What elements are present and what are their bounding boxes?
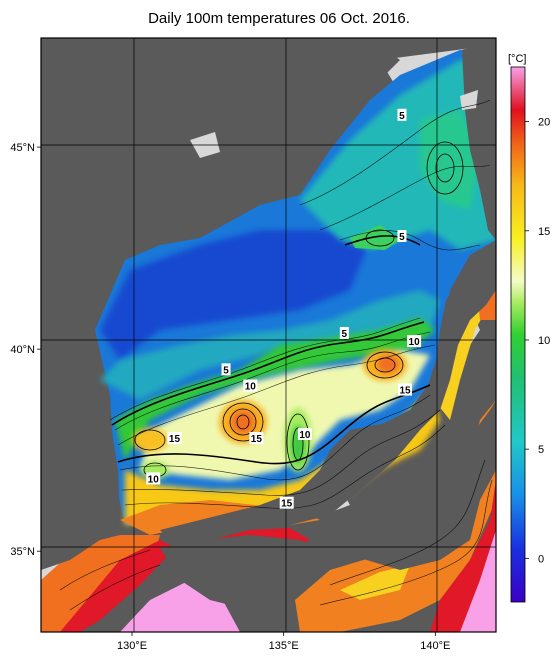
contour-label-text: 5: [399, 111, 405, 122]
x-tick-label: 135°E: [269, 640, 299, 652]
contour-label: 15: [398, 383, 412, 397]
contour-label-box: [146, 472, 161, 485]
contour-label: 5: [397, 108, 407, 122]
contour-label-text: 5: [223, 365, 229, 376]
map-title: Daily 100m temperatures 06 Oct. 2016.: [148, 10, 410, 27]
colorbar-unit: [°C]: [508, 53, 526, 65]
colorbar-ticks: 0 5 10 15 20: [525, 117, 550, 565]
x-tick-label: 130°E: [117, 640, 147, 652]
contour-label: 15: [249, 432, 264, 445]
contour-label-box: [243, 379, 258, 392]
contour-label-box: [279, 496, 294, 509]
contour-label: 10: [297, 428, 312, 441]
contour-label-box: [407, 335, 422, 348]
contour-label: 15: [279, 496, 294, 510]
y-tick-label: 40°N: [10, 344, 35, 356]
contour-label-text: 15: [251, 434, 263, 445]
contour-labels: 5 5 5 5 10 10 15 15 15 10 10 15: [146, 108, 422, 510]
contour-label: 5: [339, 326, 349, 340]
contour-label-text: 10: [299, 430, 311, 441]
contour-label-text: 5: [342, 329, 348, 340]
contour-label-box: [297, 428, 312, 440]
colorbar-tick-label: 20: [538, 117, 550, 129]
y-tick-label: 45°N: [10, 142, 35, 154]
contour-label-box: [167, 432, 182, 445]
contour-label: 15: [167, 432, 182, 445]
contour-lines-major: [111, 235, 431, 465]
contour-label-box: [398, 383, 412, 396]
contour-label: 10: [243, 379, 258, 393]
contour-label: 5: [397, 230, 407, 243]
contour-lines: [59, 99, 493, 611]
colorbar-tick-label: 15: [538, 226, 550, 238]
contour-label-box: [397, 230, 407, 242]
y-tick-label: 35°N: [10, 546, 35, 558]
x-axis-ticks: 130°E 135°E 140°E: [117, 632, 450, 652]
contour-label-text: 10: [409, 337, 421, 348]
colorbar: [°C] 0 5 10 15 20: [508, 53, 550, 603]
contour-label: 10: [407, 335, 422, 348]
contour-label-text: 15: [169, 434, 181, 445]
contour-label-text: 15: [399, 386, 411, 397]
y-axis-ticks: 35°N 40°N 45°N: [10, 142, 41, 558]
contour-label-box: [339, 326, 349, 339]
land-japan: [160, 240, 496, 545]
contour-label-box: [397, 108, 407, 121]
contour-label-box: [221, 363, 231, 376]
contour-label-text: 15: [281, 499, 293, 510]
map-plot-area: 5 5 5 5 10 10 15 15 15 10 10 15: [41, 38, 496, 632]
contour-label-text: 10: [148, 474, 160, 485]
colorbar-tick-label: 5: [538, 444, 544, 456]
map-frame: [40, 37, 497, 633]
colorbar-scale: [510, 66, 526, 603]
colorbar-tick-label: 10: [538, 335, 550, 347]
contour-label: 10: [146, 472, 161, 485]
colorbar-tick-label: 0: [538, 553, 544, 565]
land-korea: [41, 38, 400, 570]
contour-label: 5: [221, 363, 231, 376]
contour-label-text: 5: [399, 232, 405, 243]
contour-label-box: [249, 432, 264, 445]
contour-label-text: 10: [245, 382, 257, 393]
x-tick-label: 140°E: [420, 640, 450, 652]
